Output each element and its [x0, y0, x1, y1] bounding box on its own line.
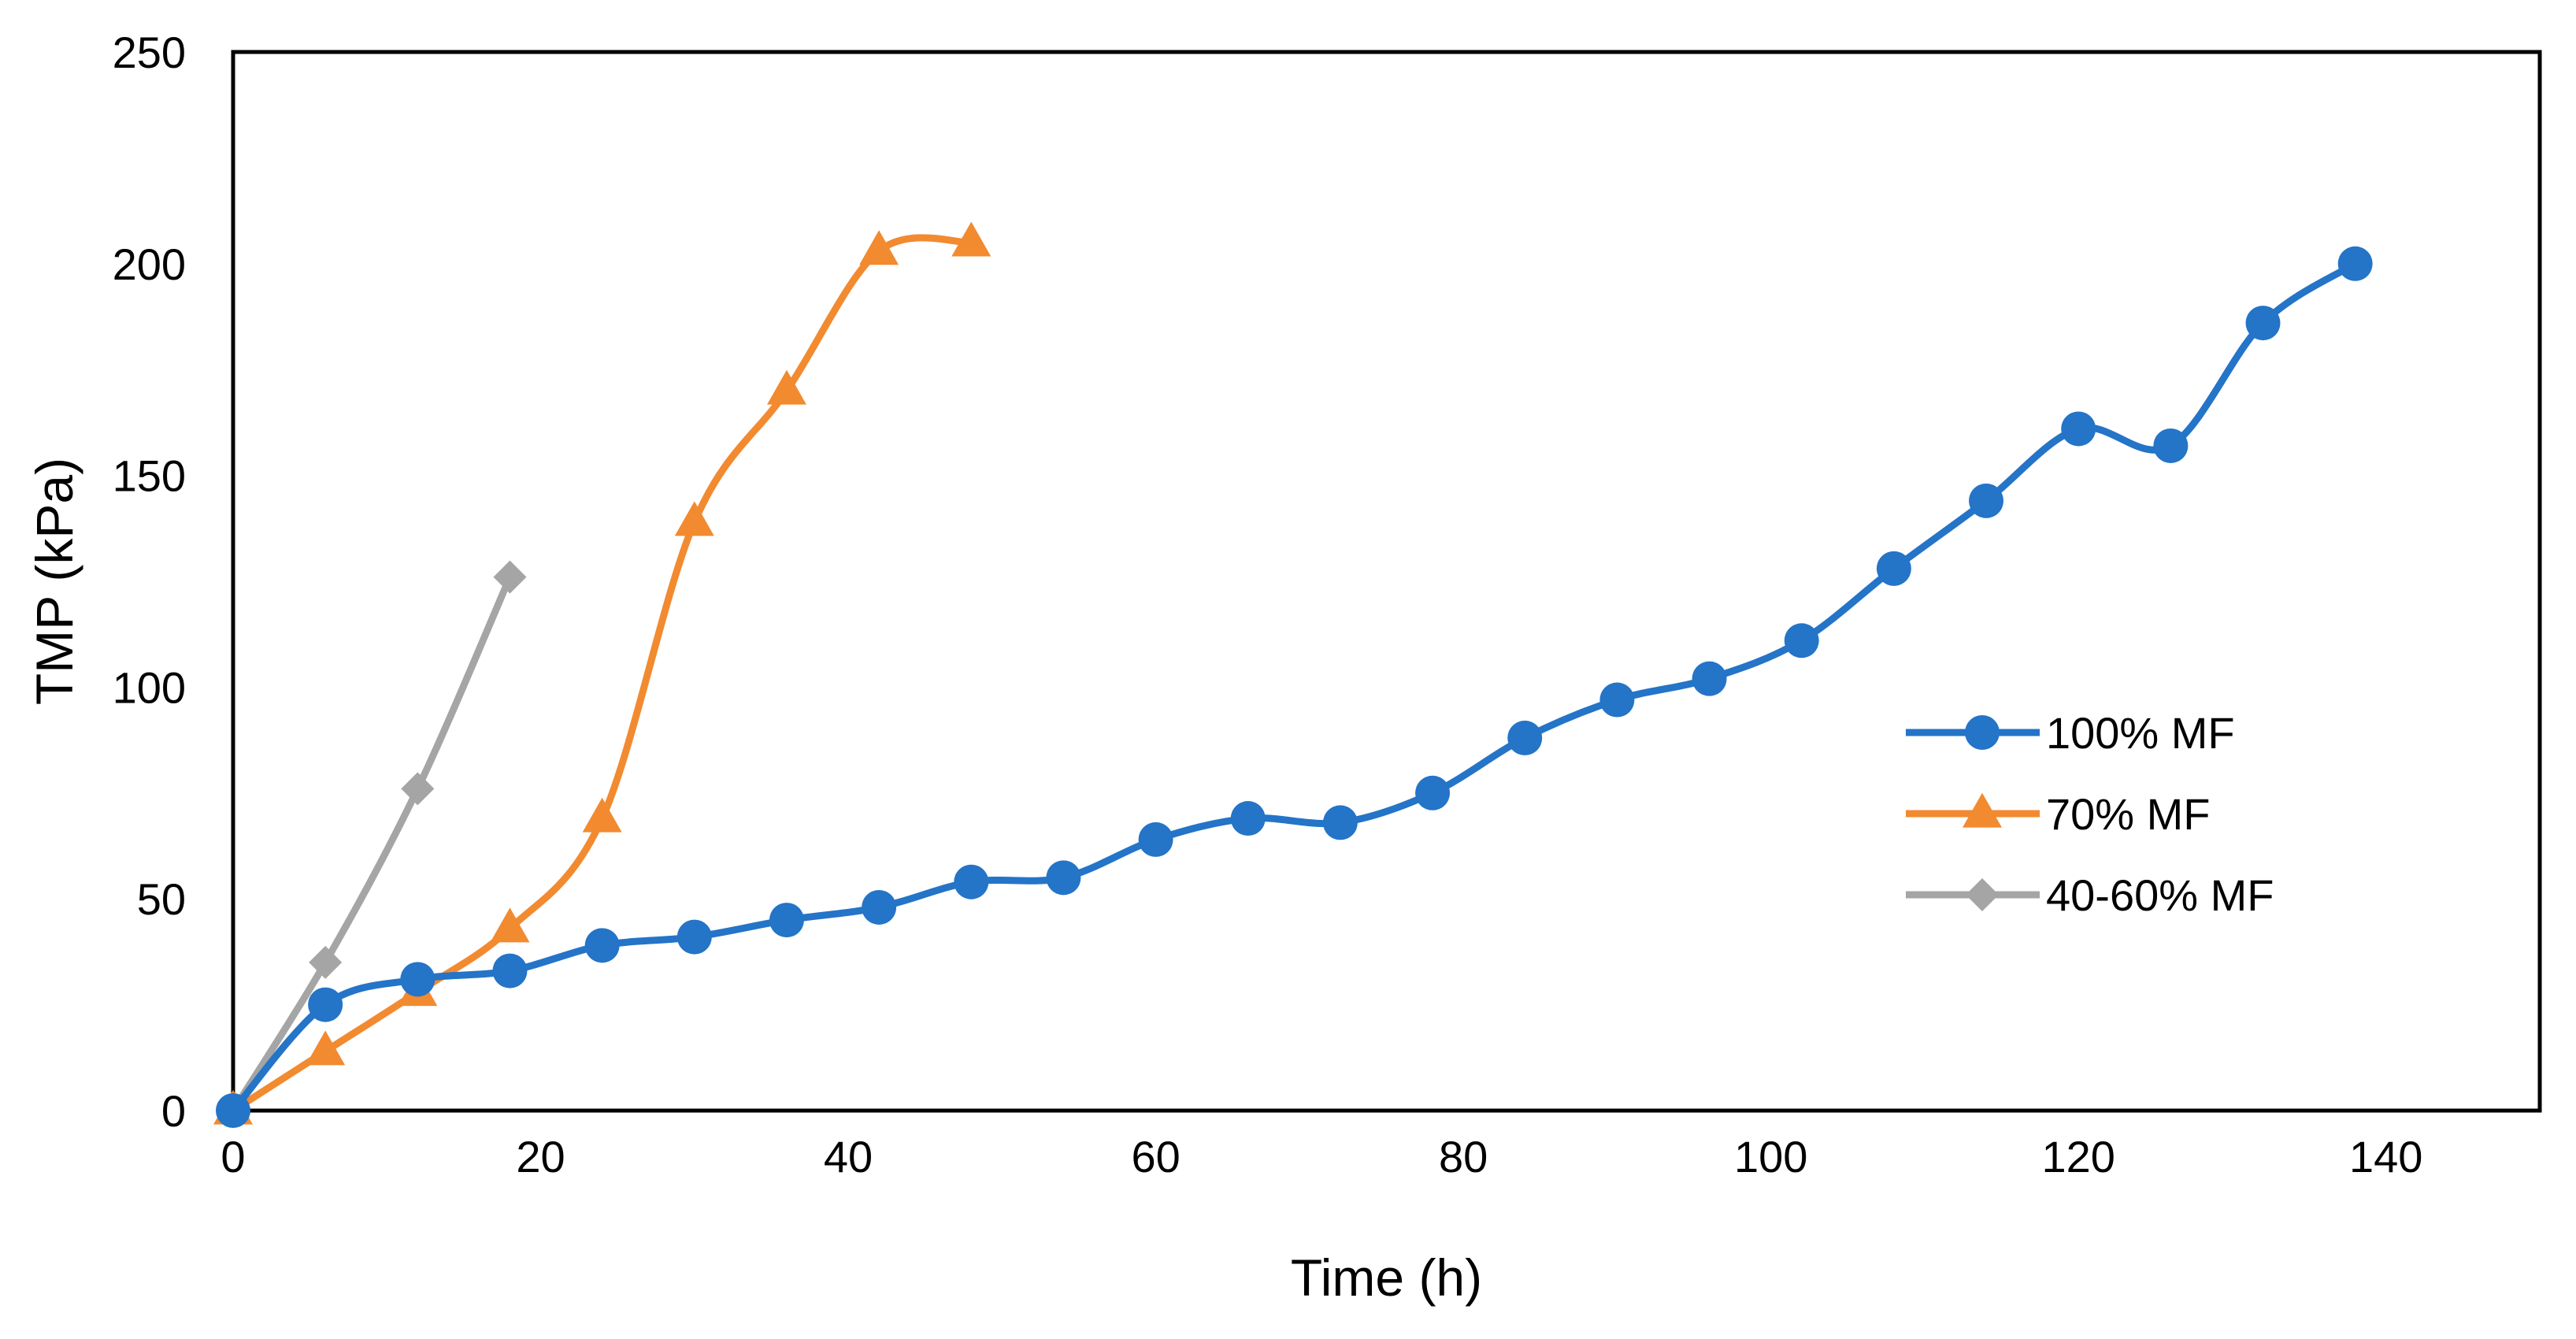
legend-label: 70% MF	[2046, 789, 2211, 839]
data-point	[1507, 720, 1543, 755]
data-point	[400, 962, 436, 997]
y-tick-label: 250	[113, 28, 186, 77]
data-point	[492, 953, 528, 988]
series-line	[229, 234, 975, 1115]
x-tick-label: 60	[1131, 1132, 1180, 1181]
x-tick-label: 100	[1734, 1132, 1807, 1181]
x-axis-title: Time (h)	[1291, 1248, 1482, 1307]
data-point	[2061, 411, 2096, 447]
data-point	[1599, 682, 1635, 718]
plot-area	[231, 50, 2542, 1113]
data-point	[954, 864, 989, 899]
data-point	[1322, 805, 1358, 840]
data-point	[1138, 822, 1173, 857]
data-point	[1692, 661, 1727, 696]
data-point	[582, 797, 622, 833]
y-tick-label: 0	[161, 1086, 186, 1136]
data-point	[2245, 306, 2281, 341]
legend-item: 70% MF	[1906, 789, 2211, 839]
data-point	[674, 501, 714, 536]
legend-item: 40-60% MF	[1906, 870, 2274, 920]
data-point	[490, 907, 530, 943]
series-line	[229, 573, 513, 1115]
y-axis-title: TMP (kPa)	[25, 458, 83, 705]
data-point	[862, 889, 897, 925]
data-point	[766, 369, 806, 405]
data-point	[1046, 860, 1081, 896]
y-tick-label: 100	[113, 662, 186, 712]
series-layer	[213, 221, 2373, 1128]
y-tick-label: 200	[113, 239, 186, 289]
x-axis: 0 20 40 60 80 100 120 140	[221, 1132, 2422, 1181]
x-tick-label: 0	[221, 1132, 245, 1181]
data-point	[401, 772, 435, 806]
data-point	[493, 560, 527, 594]
data-point	[308, 987, 343, 1022]
data-point	[306, 1030, 346, 1066]
data-point	[1230, 801, 1266, 836]
legend-label: 40-60% MF	[2046, 870, 2274, 920]
data-point	[1965, 715, 2000, 750]
data-point	[859, 230, 899, 265]
data-point	[1876, 551, 1911, 586]
data-point	[951, 221, 991, 257]
data-point	[769, 903, 804, 938]
x-tick-label: 140	[2349, 1132, 2422, 1181]
data-point	[1784, 623, 1819, 658]
data-point	[1966, 878, 1999, 911]
x-tick-label: 80	[1439, 1132, 1488, 1181]
y-axis: 0 50 100 150 200 250	[113, 28, 186, 1136]
data-point	[676, 919, 712, 955]
data-point	[216, 1093, 250, 1128]
data-point	[309, 945, 343, 979]
y-tick-label: 50	[137, 874, 186, 924]
series-100-mf	[216, 246, 2373, 1128]
data-point	[1415, 775, 1451, 810]
x-tick-label: 20	[516, 1132, 565, 1181]
data-point	[2337, 246, 2373, 281]
legend-label: 100% MF	[2046, 708, 2235, 758]
legend-item: 100% MF	[1906, 708, 2235, 758]
data-point	[2153, 428, 2189, 463]
data-point	[1969, 483, 2004, 518]
legend: 100% MF 70% MF 40-60% MF	[1906, 708, 2274, 920]
x-tick-label: 40	[824, 1132, 873, 1181]
data-point	[1963, 792, 2002, 828]
data-point	[584, 928, 620, 963]
y-tick-label: 150	[113, 451, 186, 501]
x-tick-label: 120	[2041, 1132, 2115, 1181]
